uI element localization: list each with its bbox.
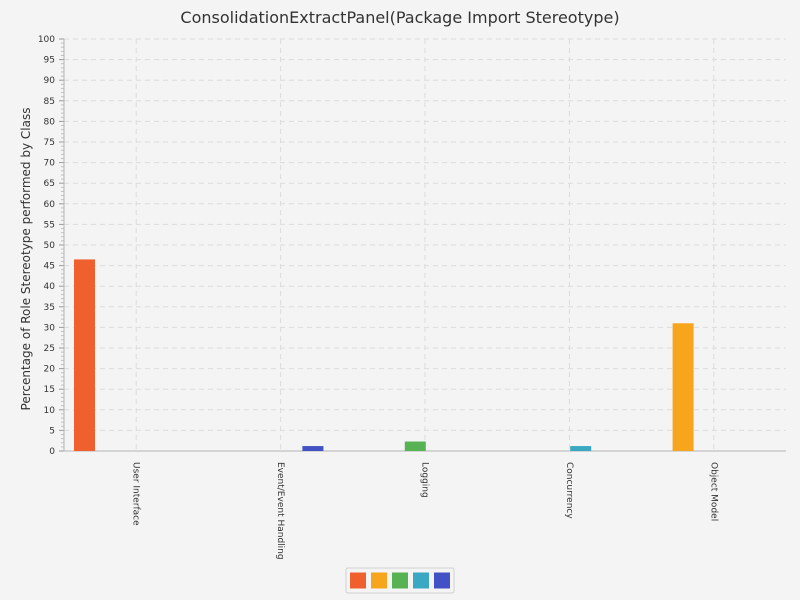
y-tick-label: 5 (49, 426, 55, 436)
y-tick-label: 40 (44, 282, 56, 292)
y-tick-label: 75 (44, 138, 55, 148)
x-tick-label: User Interface (131, 462, 141, 526)
bars (74, 259, 694, 451)
legend-swatch (350, 572, 366, 589)
x-tick-labels: User Interface Event/Event Handling Loggin… (131, 462, 719, 560)
legend-swatch (413, 572, 429, 589)
y-tick-label: 10 (44, 406, 56, 416)
bar (570, 446, 592, 451)
y-tick-label: 90 (44, 76, 56, 86)
y-tick-labels: 0 5 10 15 20 25 30 35 40 45 50 55 60 65 70 75 80 85 90 95 10… (38, 35, 55, 457)
bar (302, 446, 324, 451)
y-tick-label: 45 (44, 262, 55, 272)
legend-swatch (434, 572, 450, 589)
y-tick-label: 50 (44, 241, 56, 251)
y-tick-label: 85 (44, 97, 55, 107)
x-tick-label: Object Model (708, 462, 718, 521)
y-tick-label: 95 (44, 56, 55, 66)
grid-lines (64, 38, 786, 451)
bar (404, 441, 426, 451)
y-tick-label: 100 (38, 35, 55, 45)
x-tick-label: Event/Event Handling (275, 462, 285, 560)
bar (672, 323, 694, 451)
x-tick-label: Concurrency (564, 462, 574, 519)
y-tick-label: 55 (44, 220, 55, 230)
y-tick-label: 25 (44, 344, 55, 354)
y-tick-label: 30 (44, 323, 56, 333)
legend-swatch (371, 572, 387, 589)
y-tick-label: 15 (44, 385, 55, 395)
y-tick-label: 20 (44, 365, 56, 375)
y-tick-label: 0 (49, 447, 55, 457)
y-tick-label: 70 (44, 159, 56, 169)
chart-title: ConsolidationExtractPanel(Package Import… (180, 8, 619, 27)
x-tick-label: Logging (420, 462, 430, 498)
y-tick-label: 35 (44, 303, 55, 313)
y-tick-label: 60 (44, 200, 56, 210)
bar (74, 259, 95, 451)
legend-swatch (392, 572, 408, 589)
legend (345, 567, 455, 594)
y-tick-label: 80 (44, 117, 56, 127)
y-tick-label: 65 (44, 179, 55, 189)
y-axis-label: Percentage of Role Stereotype performed … (19, 108, 33, 411)
